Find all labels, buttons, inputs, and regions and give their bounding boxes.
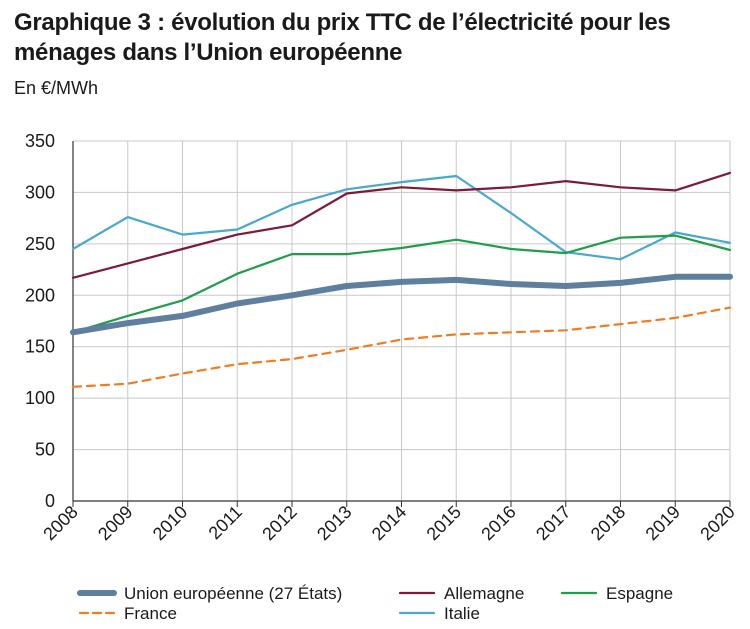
series-lines: [70, 171, 733, 388]
gridlines: [72, 140, 731, 501]
x-tick-label: 2012: [258, 502, 300, 544]
x-tick-label: 2020: [696, 502, 738, 544]
series-line-france: [71, 306, 732, 388]
series-line-espagne: [71, 234, 732, 334]
y-tick-label: 150: [25, 337, 55, 357]
y-tick-label: 50: [35, 440, 55, 460]
x-tick-label: 2019: [642, 502, 684, 544]
x-tick-label: 2010: [149, 502, 191, 544]
axes: [72, 141, 731, 507]
y-tick-label: 300: [25, 182, 55, 202]
legend-label: Italie: [444, 604, 480, 623]
x-tick-label: 2018: [587, 502, 629, 544]
x-tick-label: 2017: [532, 502, 574, 544]
y-tick-label: 350: [25, 131, 55, 151]
series-line-italie: [71, 174, 732, 261]
y-tick-labels: 0 50 100 150 200 250 300 350: [25, 131, 55, 511]
x-tick-label: 2015: [423, 502, 465, 544]
legend-label: France: [124, 604, 177, 623]
y-tick-label: 250: [25, 234, 55, 254]
x-tick-label: 2009: [94, 502, 136, 544]
legend-label: Allemagne: [444, 584, 524, 603]
legend-label: Union européenne (27 États): [124, 584, 342, 603]
series-line-union-europ-enne-tats: [70, 273, 733, 336]
unit-label: En €/MWh: [14, 78, 99, 98]
x-tick-label: 2011: [205, 502, 247, 544]
y-tick-label: 200: [25, 285, 55, 305]
y-tick-label: 100: [25, 388, 55, 408]
legend: Union européenne (27 États) Allemagne Espa…: [77, 584, 673, 623]
x-tick-label: 2013: [313, 502, 355, 544]
y-tick-label: 0: [45, 491, 55, 511]
chart-title: Graphique 3 : évolution du prix TTC de l…: [14, 9, 671, 66]
x-tick-labels: 2008 2009 2010 2011 2012 2013 2014 2015 2016 2017…: [39, 502, 738, 544]
x-tick-label: 2014: [368, 502, 410, 544]
x-tick-label: 2016: [477, 502, 519, 544]
legend-label: Espagne: [606, 584, 673, 603]
series-line-allemagne: [71, 171, 732, 279]
